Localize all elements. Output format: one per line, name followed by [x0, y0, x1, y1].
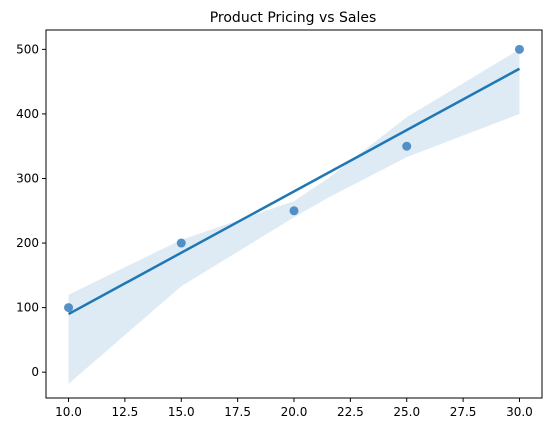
y-tick-label: 500: [16, 42, 39, 56]
data-point: [289, 206, 299, 216]
x-tick-label: 17.5: [224, 405, 251, 419]
x-tick-label: 12.5: [112, 405, 139, 419]
y-tick-label: 100: [16, 301, 39, 315]
x-axis-ticks: 10.0 12.5 15.0 17.5 20.0 22.5 25.0 27.5 30.0: [55, 398, 533, 419]
x-tick-label: 25.0: [393, 405, 420, 419]
y-tick-label: 200: [16, 236, 39, 250]
regression-line-layer: [67, 67, 521, 316]
chart-title: Product Pricing vs Sales: [210, 10, 377, 26]
x-tick-label: 15.0: [168, 405, 195, 419]
y-tick-label: 400: [16, 107, 39, 121]
data-point: [402, 141, 412, 151]
data-point: [176, 238, 186, 248]
y-tick-label: 0: [31, 365, 39, 379]
confidence-band-layer: [68, 49, 520, 384]
data-point: [64, 303, 74, 313]
regression-line: [67, 67, 521, 316]
y-axis-ticks: 0 100 200 300 400 500: [16, 42, 46, 379]
x-tick-label: 22.5: [337, 405, 364, 419]
confidence-band: [68, 49, 520, 384]
x-tick-label: 27.5: [450, 405, 477, 419]
x-tick-label: 30.0: [506, 405, 533, 419]
data-points-layer: [64, 44, 524, 313]
x-tick-label: 10.0: [55, 405, 82, 419]
x-tick-label: 20.0: [281, 405, 308, 419]
y-tick-label: 300: [16, 171, 39, 185]
data-point: [514, 44, 524, 54]
